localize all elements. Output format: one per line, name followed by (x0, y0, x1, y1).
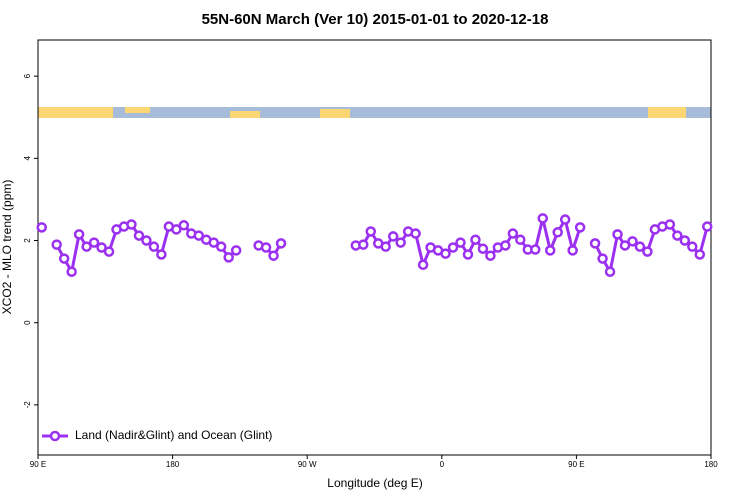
y-tick-label: 0 (23, 320, 32, 325)
data-point (447, 242, 459, 253)
data-point (515, 234, 526, 245)
data-point (687, 241, 698, 252)
x-tick-label: 90 W (298, 460, 317, 469)
data-point (559, 214, 571, 225)
data-point (358, 239, 369, 250)
data-point (455, 237, 466, 248)
data-point (96, 242, 107, 253)
data-point (500, 240, 511, 251)
data-point (36, 222, 47, 233)
x-tick-label: 180 (704, 460, 718, 469)
data-point (126, 219, 137, 230)
data-point (51, 239, 62, 250)
data-point (58, 253, 70, 264)
data-point (73, 229, 85, 240)
x-tick-label: 180 (166, 460, 180, 469)
data-point (223, 252, 234, 263)
data-point (574, 222, 586, 233)
data-point (664, 219, 676, 230)
plot-frame (37, 39, 712, 456)
land-strip (230, 111, 260, 118)
y-tick-label: 4 (23, 156, 32, 161)
data-point (178, 220, 190, 231)
data-point (619, 240, 631, 251)
data-point (507, 228, 519, 239)
y-tick-label: 2 (23, 238, 32, 243)
map-strip (38, 107, 711, 118)
data-point (440, 248, 451, 259)
y-tick-label: -2 (23, 401, 32, 409)
data-point (597, 253, 608, 264)
data-point (275, 238, 287, 249)
data-point (642, 246, 653, 257)
data-point (604, 266, 616, 277)
land-strip (38, 107, 113, 118)
data-point (694, 249, 706, 260)
land-strip (648, 107, 686, 118)
data-point (702, 221, 713, 232)
data-point (395, 237, 406, 248)
data-point (387, 231, 399, 242)
x-axis-title: Longitude (deg E) (327, 476, 422, 490)
data-point (148, 241, 160, 252)
land-strip (125, 107, 150, 113)
ocean-strip (38, 107, 711, 118)
data-point (66, 266, 77, 277)
x-tick-label: 0 (440, 460, 445, 469)
data-point (589, 238, 601, 249)
data-point (215, 241, 227, 252)
chart-title: 55N-60N March (Ver 10) 2015-01-01 to 202… (202, 11, 549, 28)
data-point (88, 237, 100, 248)
x-tick-label: 90 E (30, 460, 46, 469)
data-point (193, 230, 205, 241)
data-point (612, 229, 623, 240)
data-point (544, 245, 556, 256)
data-point (268, 250, 279, 261)
data-point (672, 230, 683, 241)
land-strip (320, 109, 350, 118)
data-point (537, 213, 548, 224)
data-point (171, 224, 182, 235)
data-point (567, 245, 578, 256)
data-point (141, 235, 152, 246)
y-axis-title: XCO2 - MLO trend (ppm) (0, 180, 14, 315)
data-point (470, 234, 481, 245)
data-point (230, 245, 242, 256)
data-point (156, 249, 167, 260)
data-point (485, 250, 496, 261)
data-point (627, 236, 638, 247)
data-point (133, 230, 145, 241)
data-point (81, 241, 92, 252)
data-point (365, 226, 377, 237)
data-point (462, 249, 474, 260)
data-point (679, 235, 691, 246)
data-point (208, 237, 219, 248)
data-point (410, 228, 421, 239)
data-point (380, 241, 391, 252)
y-tick-label: 6 (23, 73, 32, 78)
data-point (552, 227, 563, 238)
data-point (417, 259, 429, 271)
data-point (260, 242, 272, 253)
data-point (530, 244, 541, 255)
data-point (477, 243, 489, 254)
x-tick-label: 90 E (568, 460, 584, 469)
legend-label: Land (Nadir&Glint) and Ocean (Glint) (75, 428, 272, 442)
data-point (634, 241, 646, 252)
data-point (103, 246, 115, 257)
legend-marker (49, 430, 61, 442)
